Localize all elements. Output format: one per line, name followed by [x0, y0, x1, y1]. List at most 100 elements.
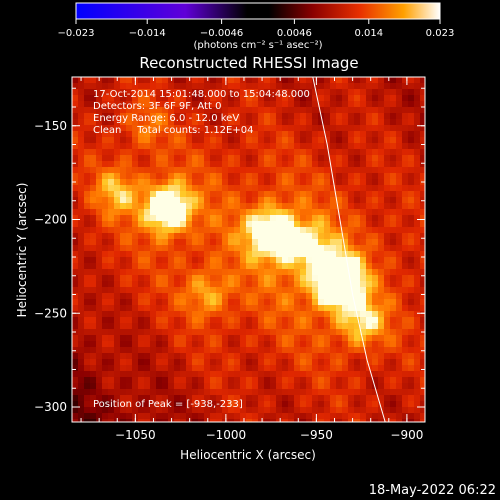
heatmap-cell [108, 161, 114, 167]
heatmap-cell [216, 143, 222, 149]
heatmap-cell [114, 383, 120, 389]
heatmap-cell [114, 191, 120, 197]
heatmap-cell [168, 389, 174, 395]
heatmap-cell [120, 239, 126, 245]
heatmap-cell [198, 359, 204, 365]
heatmap-cell [300, 335, 306, 341]
heatmap-cell [366, 395, 372, 401]
heatmap-cell [288, 263, 294, 269]
annotation-energy-range: Energy Range: 6.0 - 12.0 keV [93, 113, 239, 124]
heatmap-cell [288, 269, 294, 275]
heatmap-cell [114, 131, 120, 137]
heatmap-cell [378, 317, 384, 323]
heatmap-cell [282, 245, 288, 251]
heatmap-cell [354, 275, 360, 281]
heatmap-cell [354, 221, 360, 227]
heatmap-cell [240, 353, 246, 359]
heatmap-cell [318, 191, 324, 197]
heatmap-cell [288, 221, 294, 227]
heatmap-cell [168, 113, 174, 119]
heatmap-cell [300, 359, 306, 365]
heatmap-cell [234, 167, 240, 173]
heatmap-cell [270, 155, 276, 161]
heatmap-cell [144, 281, 150, 287]
heatmap-cell [144, 293, 150, 299]
heatmap-cell [222, 191, 228, 197]
heatmap-cell [126, 293, 132, 299]
heatmap-cell [354, 323, 360, 329]
heatmap-cell [294, 245, 300, 251]
heatmap-cell [420, 215, 425, 221]
heatmap-cell [198, 215, 204, 221]
heatmap-cell [420, 377, 425, 383]
heatmap-cell [204, 167, 210, 173]
heatmap-cell [174, 323, 180, 329]
heatmap-cell [234, 347, 240, 353]
heatmap-cell [294, 413, 300, 419]
heatmap-cell [114, 149, 120, 155]
heatmap-cell [354, 179, 360, 185]
heatmap-cell [84, 185, 90, 191]
heatmap-cell [372, 215, 378, 221]
heatmap-cell [324, 179, 330, 185]
heatmap-cell [216, 83, 222, 89]
heatmap-cell [342, 209, 348, 215]
heatmap-cell [282, 329, 288, 335]
heatmap-cell [360, 287, 366, 293]
heatmap-cell [312, 131, 318, 137]
heatmap-cell [420, 395, 425, 401]
heatmap-cell [270, 101, 276, 107]
heatmap-cell [372, 407, 378, 413]
heatmap-cell [186, 407, 192, 413]
heatmap-cell [336, 317, 342, 323]
heatmap-cell [276, 389, 282, 395]
heatmap-cell [378, 119, 384, 125]
heatmap-cell [150, 113, 156, 119]
heatmap-cell [306, 197, 312, 203]
heatmap-cell [420, 269, 425, 275]
heatmap-cell [366, 353, 372, 359]
heatmap-cell [144, 371, 150, 377]
heatmap-cell [174, 149, 180, 155]
heatmap-cell [402, 299, 408, 305]
heatmap-cell [114, 107, 120, 113]
heatmap-cell [246, 335, 252, 341]
heatmap-cell [396, 329, 402, 335]
heatmap-cell [192, 107, 198, 113]
heatmap-cell [120, 359, 126, 365]
heatmap-cell [294, 113, 300, 119]
heatmap-cell [252, 293, 258, 299]
heatmap-cell [408, 317, 414, 323]
heatmap-cell [186, 83, 192, 89]
heatmap-cell [72, 335, 78, 341]
heatmap-cell [234, 335, 240, 341]
heatmap-cell [414, 239, 420, 245]
heatmap-cell [378, 221, 384, 227]
heatmap-cell [246, 299, 252, 305]
heatmap-cell [372, 203, 378, 209]
heatmap-cell [318, 215, 324, 221]
heatmap-cell [408, 107, 414, 113]
heatmap-cell [390, 95, 396, 101]
heatmap-cell [72, 323, 78, 329]
heatmap-cell [372, 371, 378, 377]
heatmap-cell [180, 101, 186, 107]
heatmap-cell [258, 95, 264, 101]
heatmap-cell [342, 359, 348, 365]
heatmap-cell [168, 191, 174, 197]
heatmap-cell [312, 335, 318, 341]
heatmap-cell [78, 413, 84, 419]
heatmap-cell [198, 287, 204, 293]
heatmap-cell [420, 305, 425, 311]
heatmap-cell [72, 359, 78, 365]
heatmap-cell [246, 95, 252, 101]
heatmap-cell [222, 179, 228, 185]
heatmap-cell [390, 77, 396, 83]
heatmap-cell [198, 299, 204, 305]
heatmap-cell [300, 227, 306, 233]
heatmap-cell [336, 365, 342, 371]
heatmap-cell [150, 167, 156, 173]
heatmap-cell [240, 383, 246, 389]
heatmap-cell [342, 221, 348, 227]
heatmap-cell [306, 341, 312, 347]
